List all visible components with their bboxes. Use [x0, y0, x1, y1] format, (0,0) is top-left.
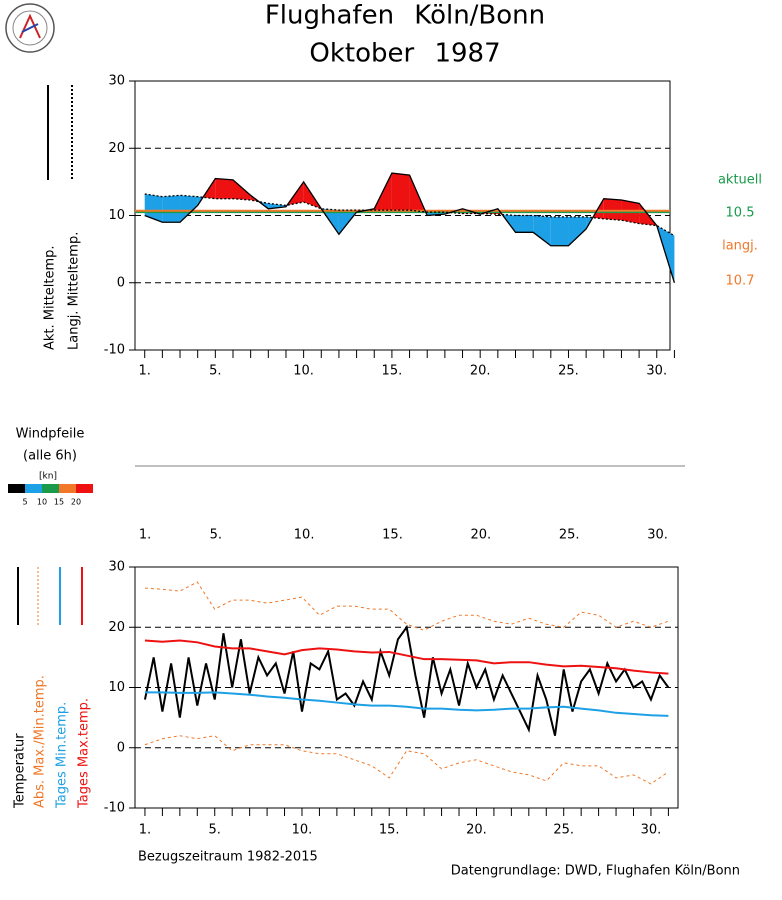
wind-color-swatch	[59, 484, 76, 493]
wind-legend-tick: 10	[37, 498, 47, 507]
x-tick-label: 10.	[293, 364, 314, 379]
x-tick-label: 5.	[209, 364, 221, 379]
wind-legend-tick: 15	[54, 498, 64, 507]
difference-fill	[180, 195, 198, 223]
series-line	[144, 581, 669, 631]
legend-label: Akt. Mitteltemp.	[43, 245, 58, 350]
x-tick-label: 30.	[641, 823, 662, 838]
y-tick-label: 10	[108, 208, 125, 223]
legend-label: Temperatur	[13, 733, 28, 809]
x-tick-label: 1.	[139, 364, 151, 379]
x-tick-label: 20.	[471, 528, 492, 543]
wind-color-swatch	[8, 484, 25, 493]
series-line	[143, 624, 670, 736]
reference-name: langj.	[722, 239, 758, 254]
x-tick-label: 25.	[553, 823, 574, 838]
x-tick-label: 5.	[209, 823, 221, 838]
difference-fill	[533, 215, 551, 246]
period: Bezugszeitraum 1982-2015	[138, 850, 318, 865]
series-line	[144, 639, 669, 675]
legend-label: Tages Max.temp.	[77, 698, 92, 809]
series-line	[144, 193, 675, 237]
difference-fill	[268, 203, 286, 209]
series-line	[144, 172, 676, 283]
x-tick-label: 1.	[139, 823, 151, 838]
title: Flughafen Köln/Bonn	[265, 1, 545, 31]
wind-color-swatch	[25, 484, 42, 493]
wind-legend-tick: 5	[22, 498, 27, 507]
x-tick-label: 30.	[647, 528, 668, 543]
legend-label: Tages Min.temp.	[55, 702, 70, 809]
subtitle: Oktober 1987	[309, 39, 500, 69]
logo	[5, 3, 55, 53]
x-tick-label: 10.	[292, 823, 313, 838]
x-tick-label: 15.	[382, 528, 403, 543]
wind-legend-title: [kn]	[39, 472, 57, 482]
x-tick-label: 15.	[382, 364, 403, 379]
y-tick-label: -10	[104, 801, 125, 816]
legend-label: Abs. Max./Min.temp.	[33, 675, 48, 808]
wind-color-swatch	[42, 484, 59, 493]
wind-title: Windpfeile	[16, 427, 85, 442]
legend-label: Langj. Mitteltemp.	[67, 232, 82, 350]
y-tick-label: 0	[117, 740, 125, 755]
x-tick-label: 20.	[466, 823, 487, 838]
difference-fill	[515, 215, 534, 233]
difference-fill	[550, 216, 569, 246]
x-tick-label: 5.	[210, 528, 222, 543]
difference-fill	[391, 173, 410, 211]
x-tick-label: 10.	[294, 528, 315, 543]
y-tick-label: 0	[117, 275, 125, 290]
series-line	[144, 735, 669, 785]
difference-fill	[144, 193, 163, 223]
x-tick-label: 1.	[139, 528, 151, 543]
x-tick-label: 20.	[470, 364, 491, 379]
difference-fill	[215, 178, 233, 199]
difference-fill	[232, 179, 251, 201]
y-tick-label: 20	[108, 141, 125, 156]
source: Datengrundlage: DWD, Flughafen Köln/Bonn	[451, 864, 740, 879]
x-tick-label: 25.	[558, 364, 579, 379]
wind-legend-tick: 20	[71, 498, 81, 507]
difference-fill	[603, 198, 622, 221]
x-tick-label: 30.	[646, 364, 667, 379]
x-tick-label: 25.	[559, 528, 580, 543]
reference-value: 10.5	[726, 206, 755, 221]
reference-value: 10.7	[726, 274, 755, 289]
series-line	[144, 691, 669, 717]
wind-color-swatch	[76, 484, 93, 493]
y-tick-label: -10	[104, 343, 125, 358]
y-tick-label: 20	[108, 620, 125, 635]
wind-subtitle: (alle 6h)	[23, 449, 77, 464]
x-tick-label: 15.	[379, 823, 400, 838]
difference-fill	[568, 216, 587, 246]
y-tick-label: 10	[108, 680, 125, 695]
difference-fill	[162, 195, 181, 223]
reference-name: aktuell	[718, 173, 762, 188]
y-tick-label: 30	[108, 74, 125, 89]
y-tick-label: 30	[108, 560, 125, 575]
